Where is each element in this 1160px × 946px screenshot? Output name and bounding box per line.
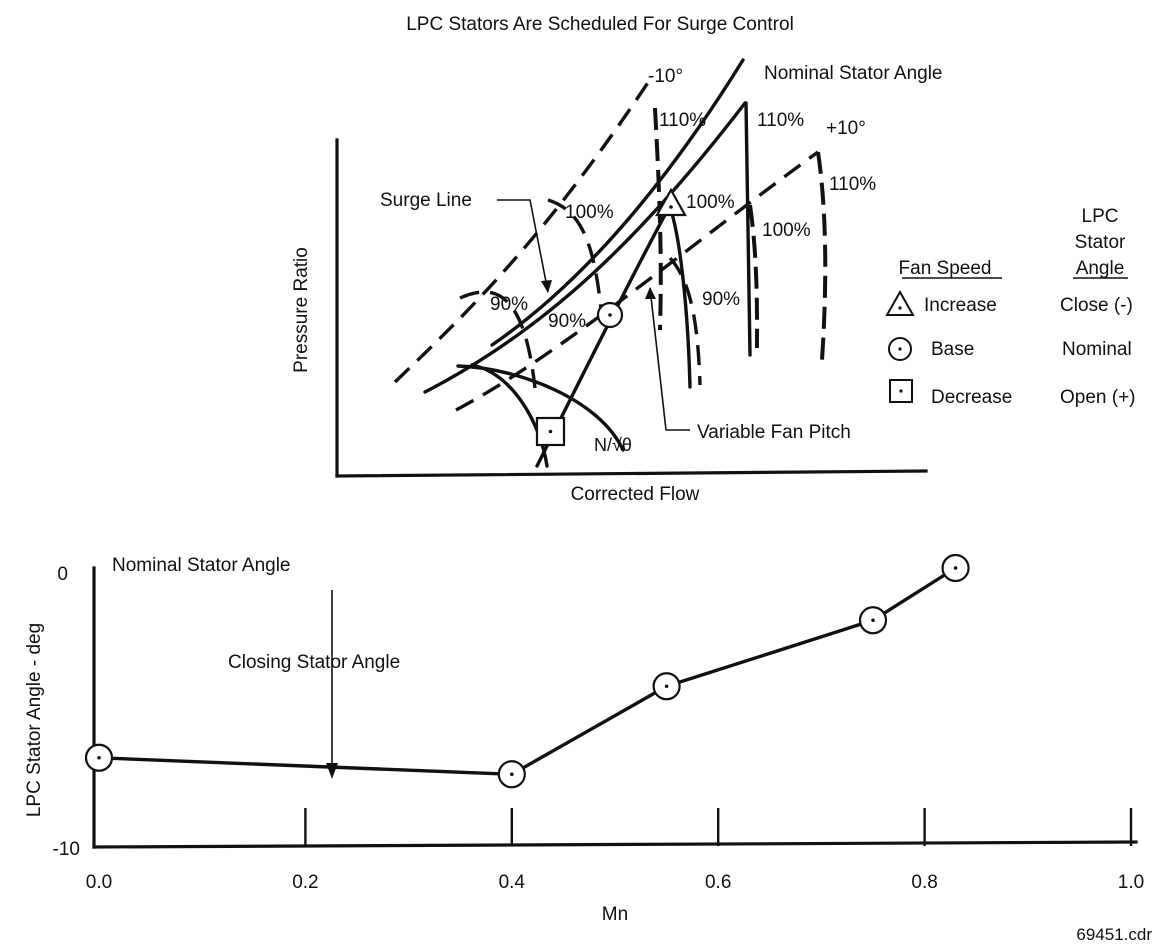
label-100-plus10: 100%: [762, 220, 811, 241]
compressor-map: Corrected Flow Pressure Ratio: [291, 58, 943, 505]
y-tick-label-0: 0: [57, 564, 68, 585]
circle-marker-dot: [608, 313, 612, 317]
label-plus10: +10°: [826, 118, 866, 139]
schedule-x-label: Mn: [602, 904, 628, 925]
label-100-minus10: 100%: [565, 202, 614, 223]
triangle-marker-dot: [669, 205, 673, 209]
file-label: 69451.cdr: [1076, 925, 1152, 944]
legend-header-fan-speed: Fan Speed: [899, 258, 992, 279]
speed-line-90-minus10: [459, 290, 537, 389]
legend-triangle-icon: [885, 289, 915, 316]
label-90-minus10: 90%: [490, 294, 528, 315]
y-tick-label-minus10: -10: [53, 839, 80, 860]
speed-line-100-nominal: [666, 200, 692, 389]
map-x-axis: [335, 469, 928, 478]
label-100-nominal: 100%: [686, 192, 735, 213]
x-tick-label-0.4: 0.4: [499, 872, 526, 893]
surge-arrowhead: [541, 280, 552, 293]
legend-angle-nominal: Nominal: [1062, 339, 1132, 360]
legend-speed-decrease: Decrease: [931, 387, 1012, 408]
speed-line-110-minus10: [653, 107, 663, 331]
square-marker-dot: [548, 429, 553, 434]
data-point-center: [871, 618, 875, 623]
legend-header-lpc: LPC: [1082, 206, 1119, 227]
x-tick-label-0.8: 0.8: [911, 872, 937, 893]
x-tick-label-1.0: 1.0: [1118, 872, 1144, 893]
speed-line-low: [470, 363, 549, 468]
schedule-x-axis: [92, 840, 1138, 849]
map-y-label: Pressure Ratio: [291, 247, 312, 373]
x-tick-label-0.6: 0.6: [705, 872, 731, 893]
speed-line-90-plus10: [668, 256, 702, 386]
legend-triangle-dot: [898, 306, 902, 310]
surge-line-leader: [497, 199, 549, 293]
pitch-arrowhead: [645, 287, 656, 299]
speed-line-110-nominal: [744, 101, 752, 357]
label-surge-line: Surge Line: [380, 190, 472, 211]
label-minus10: -10°: [648, 66, 683, 87]
data-point-center: [664, 684, 669, 689]
schedule-x-tick-labels: 0.0 0.2 0.4 0.6 0.8 1.0: [86, 872, 1144, 893]
legend: Fan Speed LPC Stator Angle Increase Clos…: [885, 206, 1136, 408]
schedule-x-ticks: [304, 808, 1133, 846]
speed-line-100-minus10: [547, 198, 604, 321]
label-90-nominal: 90%: [548, 311, 586, 332]
map-x-label: Corrected Flow: [571, 484, 700, 505]
legend-header-angle: Angle: [1076, 258, 1125, 279]
schedule-chart: 0.0 0.2 0.4 0.6 0.8 1.0 0 -10 Mn LPC Stator A…: [24, 553, 1144, 925]
legend-header-stator: Stator: [1075, 232, 1126, 253]
data-point-center: [97, 755, 101, 760]
label-speed-parameter: N/√θ: [594, 435, 632, 455]
label-variable-fan-pitch: Variable Fan Pitch: [697, 422, 851, 443]
schedule-y-label: LPC Stator Angle - deg: [24, 623, 45, 817]
annotation-closing-stator-angle: Closing Stator Angle: [228, 652, 400, 673]
speed-line-110-plus10: [816, 151, 828, 361]
data-point-center: [510, 772, 514, 777]
minus10-envelope: [393, 74, 655, 384]
schedule-series: [84, 553, 970, 789]
legend-speed-base: Base: [931, 339, 974, 360]
x-tick-label-0.0: 0.0: [86, 872, 112, 893]
plus10-envelope: [455, 150, 819, 412]
triangle-marker: [655, 187, 687, 217]
legend-circle-dot: [898, 347, 902, 351]
label-nominal-stator-angle: Nominal Stator Angle: [764, 63, 943, 84]
legend-speed-increase: Increase: [924, 295, 997, 316]
closing-arrow-head: [326, 763, 338, 779]
label-90-plus10: 90%: [702, 289, 740, 310]
speed-line-100-plus10: [748, 204, 760, 349]
legend-square-dot: [899, 389, 903, 393]
data-point-center: [953, 566, 958, 570]
x-tick-label-0.2: 0.2: [292, 872, 318, 893]
label-110-plus10: 110%: [829, 174, 876, 195]
annotation-nominal-stator-angle: Nominal Stator Angle: [112, 555, 291, 576]
figure-title: LPC Stators Are Scheduled For Surge Cont…: [406, 14, 794, 35]
variable-pitch-leader: [649, 287, 690, 431]
square-marker: [535, 416, 566, 447]
legend-angle-close: Close (-): [1060, 295, 1133, 316]
legend-angle-open: Open (+): [1060, 387, 1136, 408]
label-110-minus10: 110%: [659, 110, 706, 131]
label-110-nominal: 110%: [757, 110, 804, 131]
